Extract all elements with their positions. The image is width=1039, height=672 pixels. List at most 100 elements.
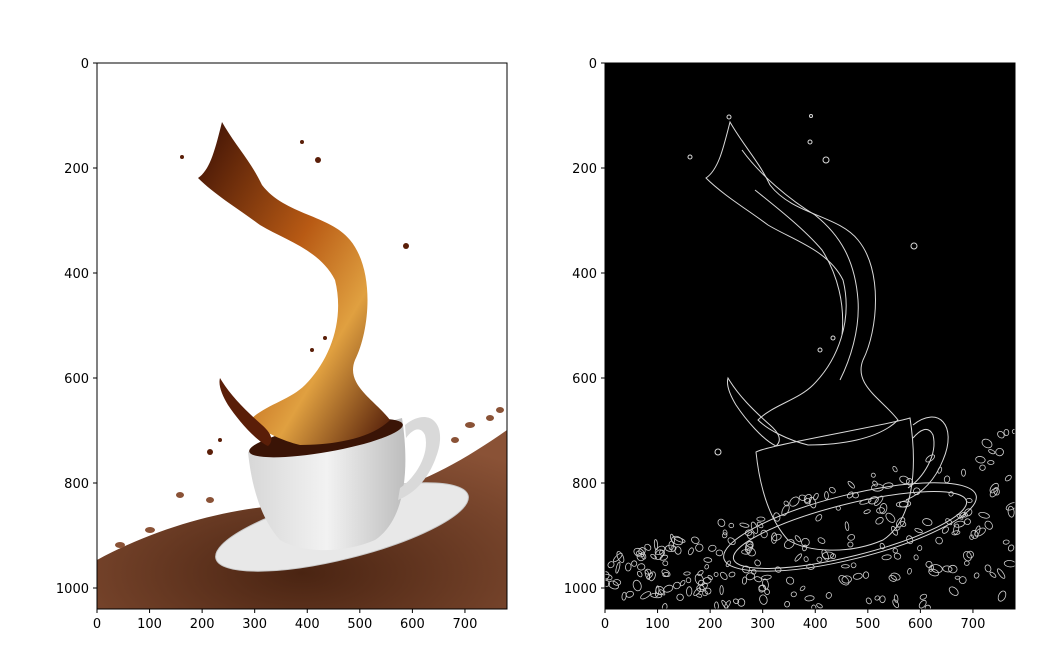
bean-edge — [922, 518, 933, 527]
bean-edge — [659, 589, 666, 596]
bean-edge — [913, 554, 919, 561]
bean-edge — [806, 563, 815, 570]
bean-edge — [838, 575, 850, 586]
bean-edge — [825, 592, 832, 599]
bean-edge — [892, 599, 900, 608]
bean-edge — [974, 525, 981, 537]
bean-edge — [847, 541, 854, 548]
bean-edge — [680, 580, 686, 587]
bean-edge — [789, 496, 800, 507]
edge-y-tick-label: 400 — [572, 267, 597, 282]
bean-edge — [874, 595, 880, 601]
bean-edge — [958, 576, 967, 584]
bean-edge — [964, 560, 970, 566]
bean-edge — [650, 592, 663, 599]
bean-edge — [870, 472, 876, 478]
bean-edge — [970, 530, 979, 539]
bean-edge — [937, 466, 943, 474]
bean-edge — [964, 508, 973, 517]
bean-edge — [754, 576, 763, 583]
bean-edge — [895, 501, 909, 508]
bean-edge — [783, 500, 790, 507]
original-y-tick-label: 600 — [64, 372, 89, 387]
bean-edge — [756, 516, 766, 522]
bean-edge — [698, 583, 708, 591]
bean-edge — [995, 447, 1004, 457]
bean-edge — [906, 478, 914, 486]
bean-edge — [674, 536, 686, 543]
bean-edge — [707, 575, 713, 580]
bean-edge — [728, 571, 736, 578]
bean-edge — [1004, 474, 1012, 482]
bean-edge — [632, 579, 642, 592]
bean-edge — [697, 570, 704, 576]
original-image-frame — [96, 62, 508, 610]
bean-edge — [984, 520, 993, 530]
bean-edge — [728, 522, 735, 529]
bean-edge — [686, 586, 693, 597]
bean-edge — [879, 595, 886, 604]
bean-edge — [984, 564, 992, 573]
bean-edge — [760, 529, 768, 539]
bean-edge-texture — [605, 429, 1015, 609]
bean-edge — [665, 544, 677, 552]
bean-edge — [708, 544, 717, 552]
original-x-tick-label: 700 — [453, 617, 478, 632]
bean-edge — [662, 560, 669, 566]
bean-edge — [948, 491, 954, 497]
bean-edge — [687, 547, 694, 556]
bean-edge — [612, 579, 622, 586]
bean-edge — [650, 553, 657, 560]
bean-edge — [741, 576, 748, 585]
bean-edge — [621, 591, 627, 601]
bean-edge — [702, 577, 712, 584]
bean-edge — [725, 560, 731, 568]
bean-edge — [954, 575, 961, 580]
bean-edge — [899, 521, 907, 527]
bean-edge — [1002, 539, 1010, 545]
bean-edge — [871, 483, 884, 492]
bean-edge — [653, 539, 659, 551]
bean-edge — [608, 580, 620, 590]
original-y-tick-label: 1000 — [56, 582, 89, 597]
bean-edge — [798, 494, 807, 501]
bean-edge — [917, 545, 923, 551]
bean-edge — [893, 594, 899, 603]
bean-edge — [852, 492, 859, 499]
bean-edge — [890, 572, 901, 581]
bean-edge — [662, 572, 670, 577]
bean-edge — [852, 572, 863, 580]
bean-edge — [631, 560, 638, 567]
bean-edge — [704, 587, 712, 595]
cup-handle — [398, 417, 441, 500]
bean-edge — [759, 594, 768, 605]
bean-edge — [676, 593, 684, 601]
bean-edge — [794, 553, 803, 562]
bean-edge — [636, 570, 643, 578]
bean-edge — [847, 480, 856, 489]
edge-image-panel: 0 100 200 300 400 500 600 700 0 200 400 600 800 1000 — [564, 57, 1016, 632]
original-x-tick-label: 400 — [295, 617, 320, 632]
bean-edge — [961, 468, 966, 477]
bean-edge — [914, 528, 923, 534]
bean-edge — [799, 585, 806, 592]
bean-edge — [879, 542, 885, 550]
bean-edge — [742, 565, 751, 574]
bean-edge — [978, 511, 990, 519]
bean-edge — [648, 571, 656, 582]
bean-edge — [1003, 560, 1015, 568]
bean-edge — [714, 601, 719, 609]
bean-edge — [772, 533, 782, 541]
bean-edge — [770, 532, 778, 544]
edge-x-tick-label: 200 — [698, 617, 723, 632]
edge-y-tick-label: 0 — [589, 57, 597, 72]
bean-edge — [987, 460, 995, 465]
bean-edge — [637, 563, 646, 571]
bean-edge — [786, 576, 795, 585]
bean-edge — [636, 553, 645, 562]
bean-edge — [975, 456, 986, 464]
bean-edge — [959, 511, 967, 519]
bean-edge — [640, 591, 652, 600]
original-x-tick-label: 200 — [190, 617, 215, 632]
bean-edge — [756, 521, 764, 529]
